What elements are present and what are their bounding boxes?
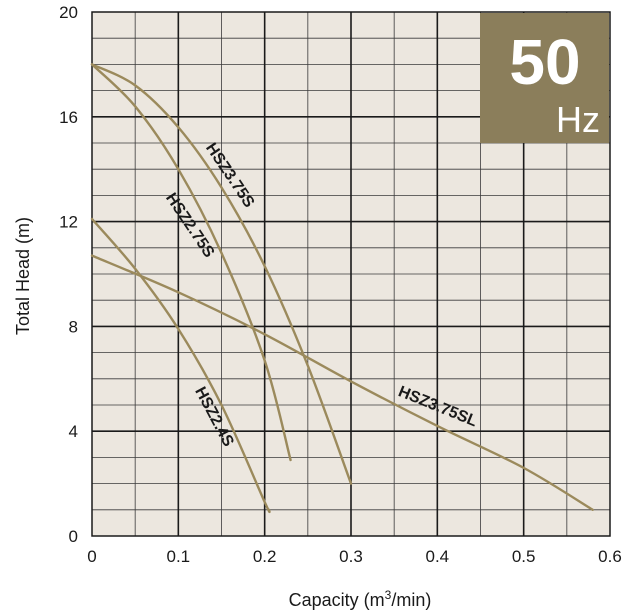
curve-hsz2-75s bbox=[90, 63, 292, 462]
y-axis-label: Total Head (m) bbox=[13, 217, 33, 335]
x-tick-label: 0.5 bbox=[512, 547, 536, 566]
y-tick-labels: 0 4 8 12 16 20 bbox=[59, 3, 78, 546]
y-tick-label: 16 bbox=[59, 108, 78, 127]
y-tick-label: 4 bbox=[69, 422, 78, 441]
x-tick-label: 0.4 bbox=[426, 547, 450, 566]
curve-hsz3-75s bbox=[90, 63, 353, 485]
hz-badge-value: 50 bbox=[509, 26, 580, 98]
x-tick-label: 0 bbox=[87, 547, 96, 566]
plot-frame bbox=[91, 11, 611, 537]
x-tick-label: 0.6 bbox=[598, 547, 622, 566]
hz-badge-background bbox=[480, 13, 609, 143]
y-tick-label: 12 bbox=[59, 213, 78, 232]
hz-badge-unit: Hz bbox=[556, 99, 600, 140]
y-tick-label: 0 bbox=[69, 527, 78, 546]
curve-hsz3-75sl bbox=[90, 254, 594, 511]
major-grid bbox=[92, 12, 610, 536]
hz-badge: 50 Hz bbox=[480, 13, 609, 143]
x-axis-label: Capacity (m3/min) bbox=[289, 588, 432, 610]
y-tick-label: 8 bbox=[69, 317, 78, 336]
x-tick-label: 0.3 bbox=[339, 547, 363, 566]
x-tick-label: 0.1 bbox=[167, 547, 191, 566]
y-tick-label: 20 bbox=[59, 3, 78, 22]
curve-hsz2-4s bbox=[90, 217, 271, 514]
x-tick-label: 0.2 bbox=[253, 547, 277, 566]
x-tick-labels: 0 0.1 0.2 0.3 0.4 0.5 0.6 bbox=[87, 547, 622, 566]
